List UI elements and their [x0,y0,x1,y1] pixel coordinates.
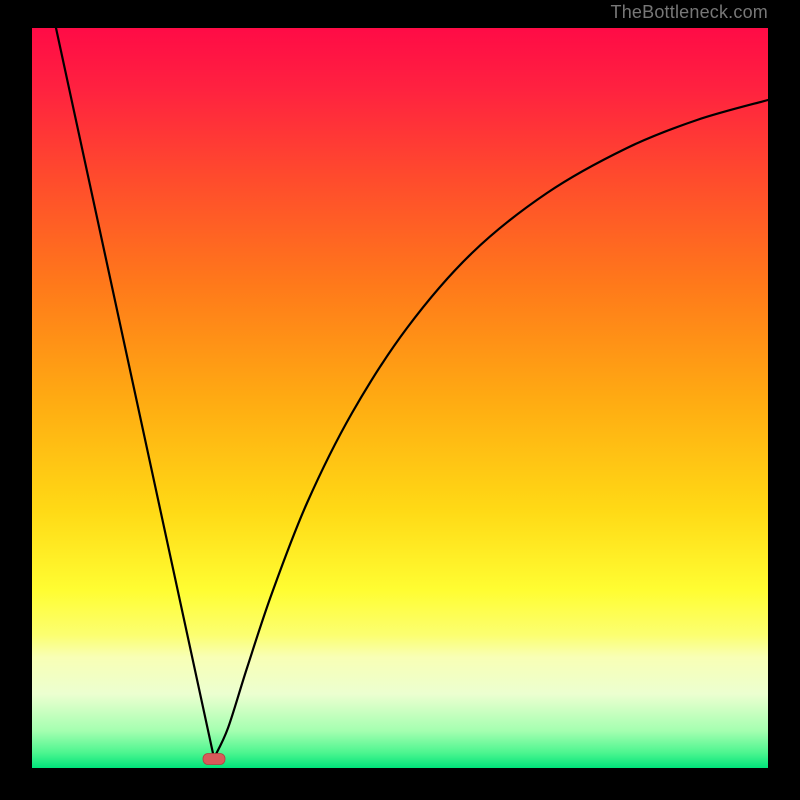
watermark-text: TheBottleneck.com [611,2,768,23]
gradient-background [32,28,768,768]
optimal-marker [203,754,225,765]
bottleneck-chart [32,28,768,768]
plot-area [32,28,768,768]
